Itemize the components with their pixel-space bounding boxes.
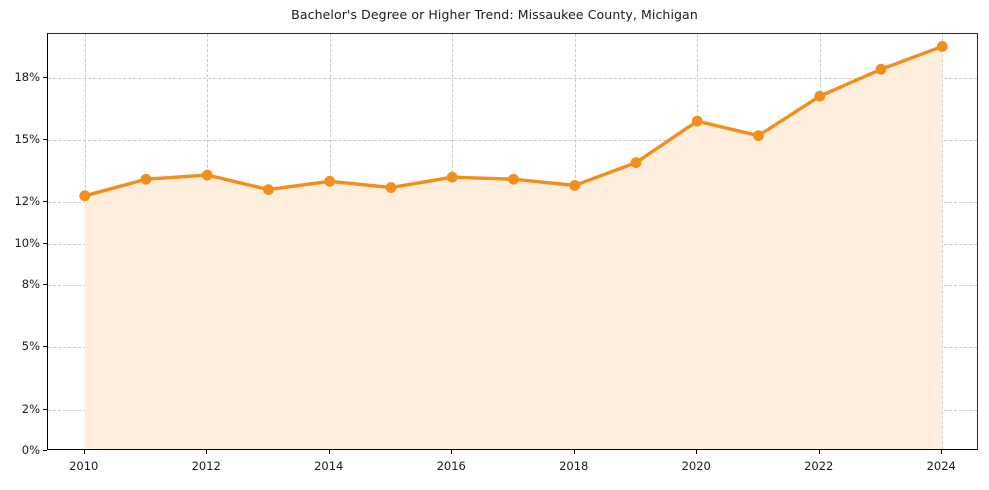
data-point-marker: 2014: 13%: [324, 175, 336, 187]
x-axis-tick-mark: [941, 450, 943, 454]
y-axis-tick-label: 12%: [14, 194, 40, 209]
y-axis-tick-label: 2%: [21, 401, 40, 416]
gridline-vertical: [942, 34, 944, 449]
y-axis-tick-labels: 0% 2% 5% 8% 10% 12% 15% 18%: [0, 33, 40, 457]
y-axis-tick-label: 0%: [21, 443, 40, 457]
x-axis-tick-label: 2014: [314, 459, 344, 473]
plot-area: 2010: 12.3% 2011: 13.1% 2012: 13.3% 2013: 1…: [47, 33, 978, 450]
y-axis-tick-label: 15%: [14, 131, 40, 146]
y-axis-tick-marks: [0, 33, 47, 451]
y-axis-tick-mark: [43, 76, 47, 78]
x-axis-tick-mark: [328, 450, 330, 454]
series-svg: 2010: 12.3% 2011: 13.1% 2012: 13.3% 2013: 1…: [79, 41, 948, 449]
y-axis-tick-label: 8%: [21, 277, 40, 292]
x-axis-tick-label: 2018: [559, 459, 589, 473]
x-axis-tick-mark: [696, 450, 698, 454]
y-axis-tick-label: 18%: [14, 69, 40, 84]
y-axis-tick-label: 5%: [21, 339, 40, 354]
y-axis-tick-mark: [43, 242, 47, 244]
data-point-marker: 2024: 19.5%: [936, 41, 948, 52]
x-axis-tick-mark: [206, 450, 208, 454]
data-point-marker: 2011: 13.1%: [140, 173, 152, 185]
gridline-horizontal: [48, 77, 977, 79]
data-point-marker: 2019: 13.9%: [630, 157, 642, 169]
y-axis-tick-mark: [43, 450, 47, 451]
data-point-marker: 2013: 12.6%: [263, 184, 274, 196]
data-point-marker: 2023: 18.4%: [875, 63, 887, 75]
y-axis-tick-mark: [43, 138, 47, 140]
page-title: Bachelor's Degree or Higher Trend: Missa…: [291, 7, 698, 22]
y-axis-tick-mark: [43, 346, 47, 348]
x-axis-tick-marks: [0, 450, 989, 458]
area-fill: [84, 46, 943, 449]
x-axis-tick-mark: [451, 450, 453, 454]
x-axis-tick-label: 2012: [191, 459, 221, 473]
data-point-marker: 2012: 13.3%: [201, 169, 213, 181]
x-axis-tick-label: 2022: [804, 459, 834, 473]
data-point-marker: 2020: 15.9%: [691, 115, 703, 127]
y-axis-tick-mark: [43, 284, 47, 286]
data-point-marker: 2018: 12.8%: [569, 180, 581, 191]
x-axis-tick-mark: [83, 450, 85, 454]
x-axis-tick-labels: 2010 2012 2014 2016 2018 2020 2022 2024: [0, 451, 989, 490]
data-point-marker: 2021: 15.2%: [753, 130, 764, 142]
data-point-marker: 2015: 12.7%: [385, 182, 397, 193]
y-axis-tick-label: 10%: [14, 235, 40, 250]
y-axis-tick-mark: [43, 201, 47, 203]
x-axis-tick-mark: [818, 450, 820, 454]
x-axis-tick-label: 2024: [926, 459, 956, 473]
data-point-marker: 2010: 12.3%: [79, 190, 91, 202]
gridline-horizontal: [48, 139, 977, 141]
x-axis-tick-mark: [573, 450, 575, 454]
y-axis-tick-mark: [43, 408, 47, 410]
data-point-marker: 2022: 17.1%: [814, 90, 826, 102]
series-layer: 2010: 12.3% 2011: 13.1% 2012: 13.3% 2013: 1…: [48, 34, 977, 449]
x-axis-tick-label: 2020: [681, 459, 711, 473]
data-point-marker: 2017: 13.1%: [508, 173, 519, 185]
data-point-marker: 2016: 13.2%: [446, 171, 458, 183]
x-axis-tick-label: 2010: [69, 459, 99, 473]
x-axis-tick-label: 2016: [436, 459, 466, 473]
